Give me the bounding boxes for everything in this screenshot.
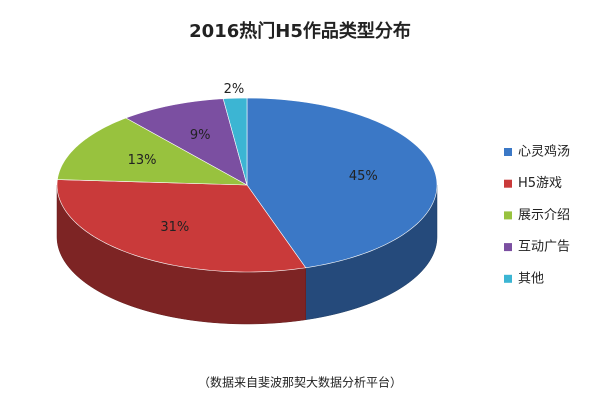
legend-label: 心灵鸡汤 xyxy=(518,144,570,160)
value-label: 13% xyxy=(128,153,157,168)
pie-slice xyxy=(125,98,248,186)
legend-label: 其他 xyxy=(518,271,544,286)
legend-swatch xyxy=(504,243,512,252)
chart-title: 2016热门H5作品类型分布 xyxy=(189,20,411,42)
legend-label: H5游戏 xyxy=(518,176,562,191)
labels: 45% 31% 13% 9% 2% xyxy=(128,82,378,235)
value-label: 9% xyxy=(190,128,211,143)
value-label: 31% xyxy=(160,220,189,235)
pie-slice xyxy=(57,117,248,186)
value-label: 2% xyxy=(224,82,245,97)
source-note: （数据来自斐波那契大数据分析平台） xyxy=(198,375,402,390)
legend-swatch xyxy=(504,274,512,283)
value-label: 45% xyxy=(349,169,378,184)
legend-swatch xyxy=(504,148,512,156)
pie-tops xyxy=(56,97,438,273)
legend-label: 展示介绍 xyxy=(518,208,570,223)
pie-slice xyxy=(56,179,307,273)
pie-slice xyxy=(222,97,248,186)
legend-swatch xyxy=(504,211,512,220)
legend-label: 互动广告 xyxy=(518,240,570,255)
pie-slice xyxy=(246,97,438,269)
legend-swatch xyxy=(504,179,512,188)
